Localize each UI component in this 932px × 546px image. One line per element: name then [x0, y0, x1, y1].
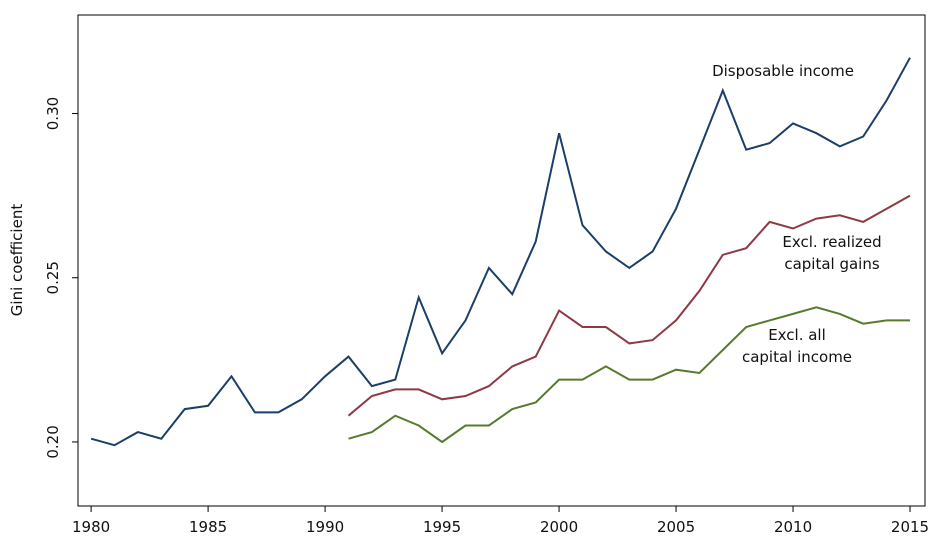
plot-frame	[77, 14, 926, 507]
y-tick-label: 0.30	[44, 97, 62, 130]
series-line	[347, 194, 911, 417]
x-tick-label: 2015	[891, 518, 929, 536]
series-label: Excl. all	[768, 326, 826, 344]
x-tick-label: 2010	[774, 518, 812, 536]
y-tick-label: 0.25	[44, 261, 62, 294]
x-tick-label: 1990	[306, 518, 344, 536]
y-axis-label: Gini coefficient	[8, 204, 26, 317]
series-line	[348, 306, 910, 444]
y-tick-label: 0.20	[44, 425, 62, 458]
x-tick-label: 2005	[657, 518, 695, 536]
x-tick-label: 1980	[72, 518, 110, 536]
series-label: capital income	[742, 348, 852, 366]
series-label: Excl. realized	[782, 233, 881, 251]
x-tick-label: 2000	[540, 518, 578, 536]
x-tick-label: 1985	[189, 518, 227, 536]
series-line	[90, 57, 911, 447]
x-tick-label: 1995	[423, 518, 461, 536]
series-label: Disposable income	[712, 62, 854, 80]
series-label: capital gains	[784, 255, 880, 273]
